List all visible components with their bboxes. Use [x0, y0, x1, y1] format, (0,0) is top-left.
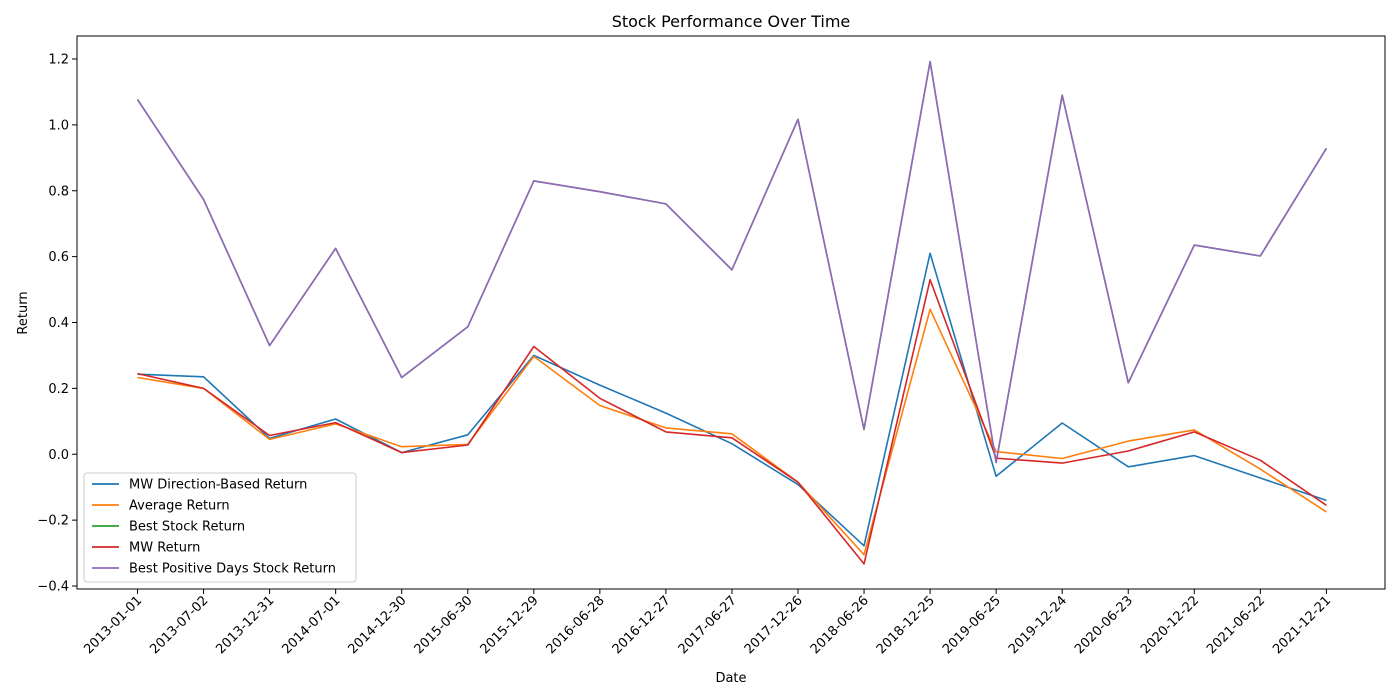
y-tick-label: 0.8 — [48, 184, 69, 199]
legend-label: Best Positive Days Stock Return — [129, 562, 336, 577]
series-line-4 — [136, 60, 1328, 464]
y-tick-label: 0.4 — [48, 316, 69, 331]
plot-area-frame — [76, 35, 1386, 590]
series-line-1 — [137, 308, 1327, 556]
y-tick-label: −0.2 — [37, 514, 69, 529]
legend-label: Best Stock Return — [129, 520, 245, 535]
legend-label: MW Direction-Based Return — [129, 478, 307, 493]
y-tick-label: 0.2 — [48, 382, 69, 397]
chart-title: Stock Performance Over Time — [612, 12, 851, 31]
y-axis-ticks: −0.4 −0.2 0.0 0.2 0.4 0.6 0.8 1.0 1.2 — [37, 53, 77, 595]
y-tick-label: 0.6 — [48, 250, 69, 265]
legend: MW Direction-Based Return Average Return B… — [83, 472, 357, 583]
series-line-3 — [137, 278, 1327, 565]
x-axis-title: Date — [715, 671, 746, 686]
series-line-0 — [137, 252, 1327, 547]
y-axis-title: Return — [16, 291, 31, 334]
legend-box — [83, 472, 357, 583]
y-tick-label: 1.2 — [48, 53, 69, 68]
series-lines — [136, 60, 1328, 565]
y-tick-label: 1.0 — [48, 118, 69, 133]
legend-label: MW Return — [129, 541, 200, 556]
y-tick-label: −0.4 — [37, 580, 69, 595]
y-tick-label: 0.0 — [48, 448, 69, 463]
legend-label: Average Return — [129, 499, 230, 514]
